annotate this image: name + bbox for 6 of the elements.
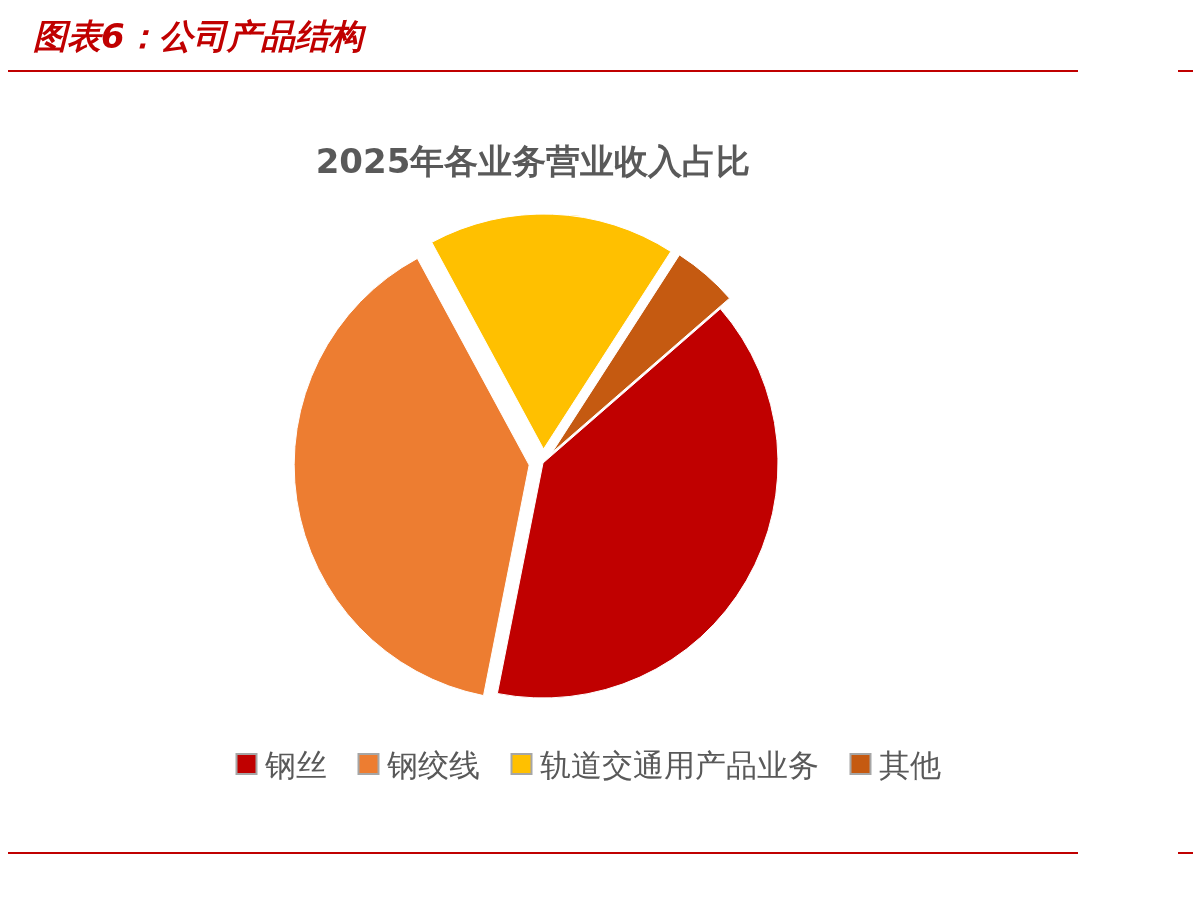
legend-label: 钢丝 (263, 747, 327, 783)
chart-title: 图表6：公司产品结构 (33, 16, 367, 56)
legend-label: 钢绞线 (385, 747, 480, 783)
chart-subtitle: 2025年各业务营业收入占比 (315, 141, 751, 181)
legend-label: 其他 (878, 747, 941, 783)
legend-label: 轨道交通用产品业务 (539, 747, 819, 783)
